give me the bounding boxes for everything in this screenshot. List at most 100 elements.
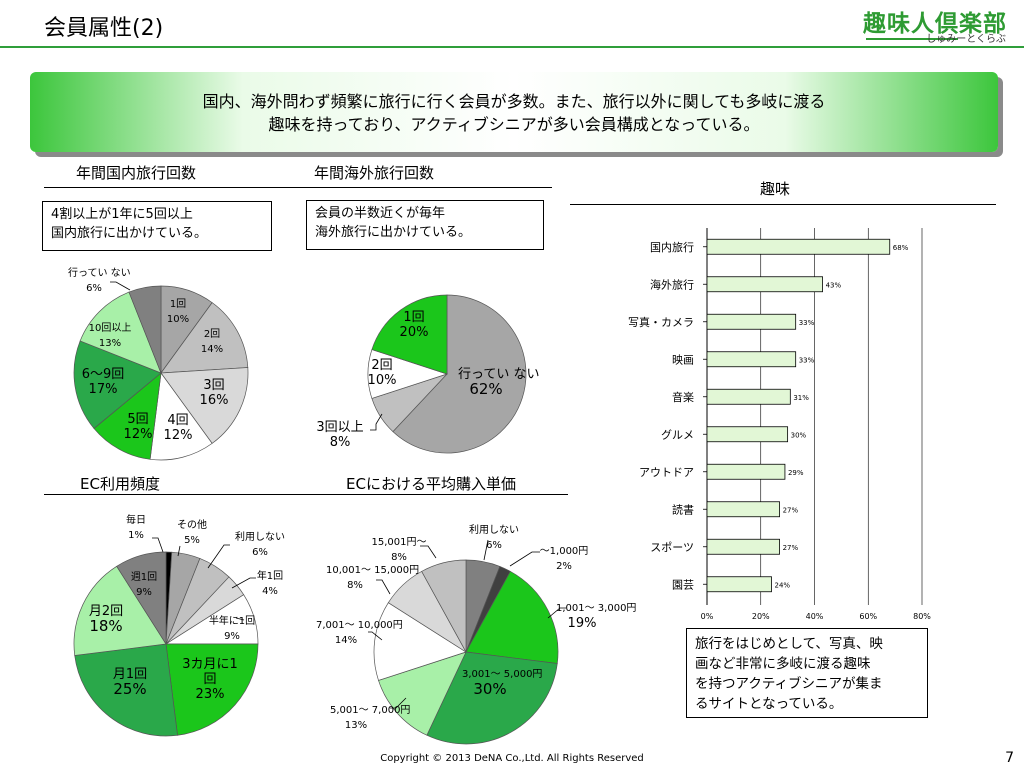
note-hobby-line-3: を持つアクティブシニアが集ま — [695, 676, 883, 692]
label-ecfreq-weekly: 週1回 9% — [130, 572, 158, 598]
bar-hobby-category-8: スポーツ — [650, 541, 694, 554]
bar-hobby-category-3: 映画 — [672, 353, 694, 366]
pie-domestic-slice-4 — [93, 372, 162, 460]
label-ecfreq-halfyear: 半年に1回 9% — [208, 616, 256, 642]
logo-main-text: 趣味人倶楽部 — [863, 11, 1007, 37]
label-ecfreq-other: その他 5% — [177, 520, 207, 546]
note-overseas-line-2: 海外旅行に出かけている。 — [315, 225, 472, 240]
pie-ecprice-slice-4 — [378, 651, 467, 736]
label-ecfreq-yearly: 年1回 4% — [256, 571, 284, 597]
label-ecfreq-3months: 3カ月に1回 23% — [182, 657, 238, 702]
label-domestic-1: 1回 10% — [166, 299, 190, 325]
bar-hobby-xtick-2: 40% — [806, 612, 824, 621]
pie-domestic-slice-5 — [73, 340, 162, 429]
label-ecprice-10001-15000: 10,001〜 15,000円 8% — [326, 565, 420, 591]
section-title-ec-freq: EC利用頻度 — [80, 475, 160, 493]
section-title-overseas: 年間海外旅行回数 — [314, 164, 435, 182]
note-hobby-line-4: るサイトとなっている。 — [695, 696, 843, 712]
pie-ecfreq-slice-6 — [74, 643, 178, 737]
summary-line-1: 国内、海外問わず頻繁に旅行に行く会員が多数。また、旅行以外に関しても多岐に渡る — [202, 92, 826, 111]
label-ecprice-none: 利用しない 6% — [469, 525, 519, 551]
label-domestic-2: 2回 14% — [200, 329, 224, 355]
label-ecfreq-daily: 毎日 1% — [126, 515, 146, 541]
page-number: 7 — [1005, 750, 1014, 766]
pie-ecfreq-slice-8 — [116, 551, 167, 646]
bar-hobby-value-2: 33% — [799, 319, 815, 327]
label-ecfreq-monthly: 月1回 25% — [112, 667, 148, 698]
label-overseas-1: 1回 20% — [399, 310, 429, 340]
section-title-hobby: 趣味 — [760, 180, 791, 198]
pie-ecprice-slice-5 — [373, 602, 467, 681]
label-domestic-6-9: 6〜9回 17% — [81, 367, 125, 397]
pie-overseas-slice-3 — [371, 294, 448, 375]
label-ecprice-7001-10000: 7,001〜 10,000円 14% — [316, 620, 403, 646]
label-domestic-4: 4回 12% — [163, 413, 193, 443]
bar-hobby-category-9: 園芸 — [672, 578, 694, 591]
bar-hobby-value-1: 43% — [826, 281, 842, 289]
bar-hobby-value-0: 68% — [893, 244, 909, 252]
summary-text: 国内、海外問わず頻繁に旅行に行く会員が多数。また、旅行以外に関しても多岐に渡る … — [30, 90, 998, 136]
section-rule-travel — [44, 187, 552, 188]
label-ecprice-under1000: 〜1,000円 2% — [539, 546, 589, 572]
bar-hobby-xtick-3: 60% — [859, 612, 877, 621]
bar-hobby-xtick-1: 20% — [752, 612, 770, 621]
label-overseas-3plus: 3回以上 8% — [316, 420, 364, 450]
note-box-domestic: 4割以上が1年に5回以上 国内旅行に出かけている。 — [42, 201, 272, 251]
logo-underline — [866, 38, 958, 40]
section-rule-hobby — [570, 204, 996, 205]
bar-hobby-category-2: 写真・カメラ — [628, 315, 694, 329]
section-rule-ec — [44, 494, 568, 495]
summary-line-2: 趣味を持っており、アクティブシニアが多い会員構成となっている。 — [268, 115, 760, 134]
pie-domestic-slice-1 — [160, 302, 249, 374]
pie-ecprice-slice-3 — [426, 651, 558, 745]
pie-overseas-slice-0 — [392, 294, 527, 454]
label-ecfreq-twice-monthly: 月2回 18% — [88, 604, 124, 635]
label-ecfreq-none: 利用しない 6% — [235, 532, 285, 558]
bar-hobby-value-8: 27% — [783, 544, 799, 552]
pie-domestic-slice-6 — [79, 291, 162, 374]
pie-domestic-slice-3 — [149, 372, 213, 461]
note-domestic-line-2: 国内旅行に出かけている。 — [51, 226, 208, 241]
label-overseas-2: 2回 10% — [367, 358, 397, 388]
note-overseas-line-1: 会員の半数近くが毎年 — [315, 206, 446, 221]
bar-hobby-value-7: 27% — [783, 506, 799, 514]
bar-hobby-xtick-4: 80% — [913, 612, 931, 621]
note-box-overseas: 会員の半数近くが毎年 海外旅行に出かけている。 — [306, 200, 544, 250]
pie-ecfreq-leaders — [152, 537, 256, 621]
bar-hobby-category-0: 国内旅行 — [650, 240, 694, 254]
brand-logo: 趣味人倶楽部 しゅみーとくらぶ — [860, 4, 1010, 45]
note-hobby-line-2: 画など非常に多岐に渡る趣味 — [695, 656, 871, 672]
note-box-hobby: 旅行をはじめとして、写真、映 画など非常に多岐に渡る趣味 を持つアクティブシニア… — [686, 628, 928, 718]
note-hobby-line-1: 旅行をはじめとして、写真、映 — [695, 636, 883, 652]
page-title: 会員属性(2) — [44, 16, 164, 41]
label-domestic-none: 行ってい ない 6% — [68, 268, 131, 294]
summary-banner: 国内、海外問わず頻繁に旅行に行く会員が多数。また、旅行以外に関しても多岐に渡る … — [30, 72, 998, 152]
bar-hobby-value-4: 31% — [793, 394, 809, 402]
pie-domestic-leaders — [110, 281, 131, 291]
bar-hobby-category-5: グルメ — [661, 427, 694, 441]
footer-copyright: Copyright © 2013 DeNA Co.,Ltd. All Right… — [380, 753, 644, 764]
label-domestic-5: 5回 12% — [123, 412, 153, 442]
title-divider — [0, 46, 1024, 48]
pie-domestic-slice-2 — [160, 367, 249, 444]
pie-domestic-slice-7 — [128, 285, 162, 374]
label-domestic-3: 3回 16% — [199, 378, 229, 408]
section-title-ec-price: ECにおける平均購入単価 — [346, 475, 516, 493]
pie-ecprice-slice-2 — [465, 570, 559, 664]
bar-hobby-category-4: 音楽 — [672, 390, 694, 404]
bar-hobby-category-1: 海外旅行 — [650, 277, 694, 291]
bar-hobby-category-7: 読書 — [672, 502, 694, 516]
note-domestic-line-1: 4割以上が1年に5回以上 — [51, 207, 193, 222]
logo-sub-text: しゅみーとくらぶ — [926, 34, 1006, 45]
label-ecprice-5001-7000: 5,001〜 7,000円 13% — [330, 705, 411, 731]
bar-hobby-category-6: アウトドア — [639, 466, 694, 479]
section-title-domestic: 年間国内旅行回数 — [76, 164, 197, 182]
bar-hobby-value-5: 30% — [791, 431, 807, 439]
label-ecprice-1001-3000: 1,001〜 3,000円 19% — [556, 603, 637, 631]
label-ecprice-3001-5000: 3,001〜 5,000円 30% — [462, 669, 543, 698]
